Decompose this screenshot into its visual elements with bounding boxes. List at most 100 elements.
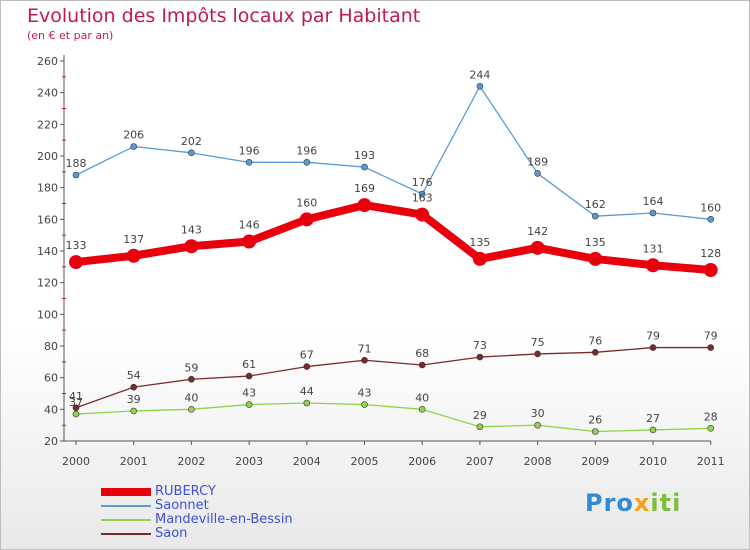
data-label-2-1: 39 — [127, 393, 141, 406]
data-label-1-4: 67 — [300, 349, 314, 362]
x-tick-label-2007: 2007 — [466, 455, 494, 468]
data-point-2-7 — [476, 423, 484, 431]
data-label-1-9: 76 — [588, 334, 602, 347]
data-label-2-11: 28 — [704, 410, 718, 423]
data-point-0-3 — [245, 159, 253, 166]
x-tick-label-2004: 2004 — [293, 455, 321, 468]
legend-swatch-rubercy — [101, 488, 151, 496]
data-label-2-10: 27 — [646, 412, 660, 425]
data-point-0-10 — [649, 209, 657, 217]
y-tick-label-240: 240 — [37, 87, 58, 100]
data-point-1-7 — [476, 353, 484, 361]
data-point-1-4 — [303, 363, 311, 370]
data-point-2-4 — [303, 399, 311, 407]
data-point-2-2 — [188, 406, 195, 413]
data-label-1-6: 68 — [415, 347, 429, 360]
data-label-3-5: 169 — [354, 182, 375, 195]
data-label-0-4: 196 — [296, 144, 317, 157]
data-point-1-8 — [534, 350, 541, 358]
data-label-3-11: 128 — [700, 247, 721, 260]
data-label-2-4: 44 — [300, 385, 314, 398]
data-label-1-3: 61 — [242, 358, 256, 371]
data-label-0-10: 164 — [643, 195, 664, 208]
y-tick-label-180: 180 — [37, 182, 58, 195]
data-point-2-6 — [418, 406, 426, 413]
data-label-3-9: 135 — [585, 236, 606, 249]
data-point-2-5 — [361, 401, 368, 408]
data-point-3-11 — [703, 263, 718, 277]
series-line-0 — [75, 85, 712, 220]
y-tick-label-220: 220 — [37, 118, 58, 131]
y-tick-label-160: 160 — [37, 213, 58, 226]
data-point-3-9 — [588, 251, 603, 266]
data-point-3-0 — [69, 255, 83, 270]
data-point-3-6 — [415, 207, 430, 222]
data-point-2-0 — [72, 410, 80, 418]
y-tick-label-200: 200 — [37, 150, 58, 163]
data-label-1-2: 59 — [184, 361, 198, 374]
series-line-1 — [75, 346, 712, 409]
data-label-0-3: 196 — [239, 144, 260, 157]
data-label-3-4: 160 — [296, 196, 317, 209]
data-point-3-5 — [357, 198, 372, 213]
data-label-1-5: 71 — [358, 342, 372, 355]
data-point-2-9 — [591, 428, 599, 435]
data-label-0-1: 206 — [123, 129, 144, 142]
legend-label-mandeville: Mandeville-en-Bessin — [155, 512, 293, 527]
chart-subtitle: (en € et par an) — [27, 29, 114, 42]
data-point-1-3 — [245, 372, 253, 380]
x-tick-label-2008: 2008 — [524, 455, 552, 468]
data-point-1-2 — [188, 375, 195, 383]
x-tick-label-2002: 2002 — [177, 455, 205, 468]
data-label-3-1: 137 — [123, 233, 144, 246]
data-point-0-1 — [130, 143, 137, 150]
data-point-0-0 — [72, 171, 80, 179]
data-label-3-0: 133 — [66, 239, 87, 252]
chart-title: Evolution des Impôts locaux par Habitant — [27, 5, 421, 27]
data-point-0-2 — [188, 149, 195, 157]
data-point-0-8 — [534, 170, 541, 177]
data-label-1-7: 73 — [473, 339, 487, 352]
data-label-2-7: 29 — [473, 409, 487, 422]
data-label-1-1: 54 — [127, 369, 141, 382]
data-point-1-10 — [649, 344, 657, 351]
series-line-3 — [72, 201, 715, 274]
series-line-2 — [75, 402, 712, 433]
data-label-2-3: 43 — [242, 387, 256, 400]
data-label-1-0: 41 — [69, 390, 83, 403]
data-point-0-6 — [418, 190, 426, 198]
data-label-2-8: 30 — [531, 407, 545, 420]
data-label-3-10: 131 — [643, 242, 664, 255]
data-point-2-8 — [534, 421, 541, 429]
data-point-3-8 — [530, 240, 545, 255]
data-point-2-3 — [245, 401, 253, 408]
y-tick-label-100: 100 — [37, 308, 58, 321]
data-point-2-10 — [649, 426, 657, 434]
legend-swatch-saon — [101, 533, 151, 535]
data-label-0-5: 193 — [354, 149, 375, 162]
data-label-2-0: 37 — [69, 396, 83, 409]
x-tick-label-2001: 2001 — [120, 455, 148, 468]
data-label-3-8: 142 — [527, 225, 548, 238]
data-point-2-1 — [130, 407, 137, 415]
data-point-1-5 — [361, 356, 368, 364]
legend-swatch-saonnet — [101, 505, 151, 507]
data-point-3-4 — [299, 212, 314, 227]
data-label-1-8: 75 — [531, 336, 545, 349]
x-tick-label-2009: 2009 — [581, 455, 609, 468]
x-tick-label-2005: 2005 — [351, 455, 379, 468]
data-label-0-11: 160 — [700, 201, 721, 214]
data-point-3-10 — [646, 258, 660, 273]
y-tick-label-140: 140 — [37, 245, 58, 258]
data-point-3-1 — [126, 248, 141, 263]
data-label-0-8: 189 — [527, 155, 548, 168]
data-label-3-2: 143 — [181, 223, 202, 236]
data-point-2-11 — [707, 425, 715, 432]
data-point-1-6 — [418, 361, 426, 369]
data-label-3-6: 163 — [412, 192, 433, 205]
y-tick-label-80: 80 — [44, 340, 58, 353]
data-point-3-2 — [184, 239, 199, 254]
data-point-0-9 — [591, 212, 599, 220]
x-tick-label-2000: 2000 — [62, 455, 90, 468]
